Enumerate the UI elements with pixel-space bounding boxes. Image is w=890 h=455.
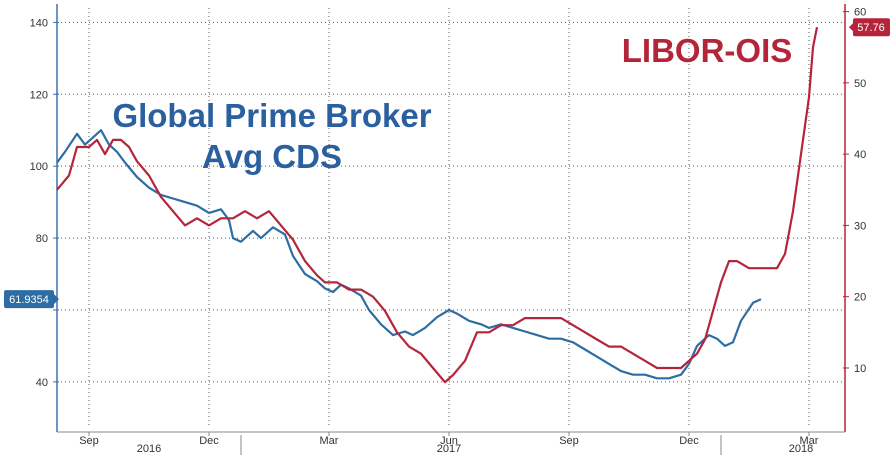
right-tick-label: 60 xyxy=(854,7,866,19)
left-tick-label: 120 xyxy=(30,89,48,101)
right-tick-label: 40 xyxy=(854,149,866,161)
value-tags: 61.9354 57.76 xyxy=(4,18,890,309)
prime-broker-cds-line xyxy=(56,129,762,380)
x-month-label: Mar xyxy=(320,435,339,447)
right-last-value-text: 57.76 xyxy=(857,22,885,34)
left-series-title-line2: Avg CDS xyxy=(202,138,342,175)
x-year-label: 2018 xyxy=(789,443,813,455)
right-tick-label: 10 xyxy=(854,363,866,375)
left-last-value-text: 61.9354 xyxy=(9,294,49,306)
left-last-value-bg xyxy=(4,290,54,309)
left-last-value-pointer xyxy=(54,294,59,305)
series-layer xyxy=(56,26,819,384)
right-last-value-pointer xyxy=(849,22,854,33)
right-last-value-tag: 57.76 xyxy=(849,18,890,37)
x-month-label: Sep xyxy=(559,435,579,447)
libor-ois-line xyxy=(56,26,819,384)
right-last-value-bg xyxy=(853,18,890,37)
x-month-label: Sep xyxy=(79,435,99,447)
left-series-title-line1: Global Prime Broker xyxy=(112,97,431,134)
left-tick-label: 80 xyxy=(36,233,48,245)
axes: 40 80 100 120 140 10 20 30 40 50 60 Sep Dec Mar Jun Sep… xyxy=(30,4,866,455)
x-year-label: 2017 xyxy=(437,443,461,455)
x-month-label: Jun xyxy=(440,435,458,447)
left-tick-label: 140 xyxy=(30,17,48,29)
left-tick-label: 40 xyxy=(36,377,48,389)
x-month-label: Dec xyxy=(679,435,699,447)
x-month-label: Dec xyxy=(199,435,219,447)
right-series-title: LIBOR-OIS xyxy=(622,32,793,69)
right-tick-label: 20 xyxy=(854,292,866,304)
left-last-value-tag: 61.9354 xyxy=(4,290,59,309)
right-tick-label: 50 xyxy=(854,78,866,90)
x-year-label: 2016 xyxy=(137,443,161,455)
left-tick-label: 100 xyxy=(30,161,48,173)
right-tick-label: 30 xyxy=(854,220,866,232)
x-month-label: Mar xyxy=(800,435,819,447)
